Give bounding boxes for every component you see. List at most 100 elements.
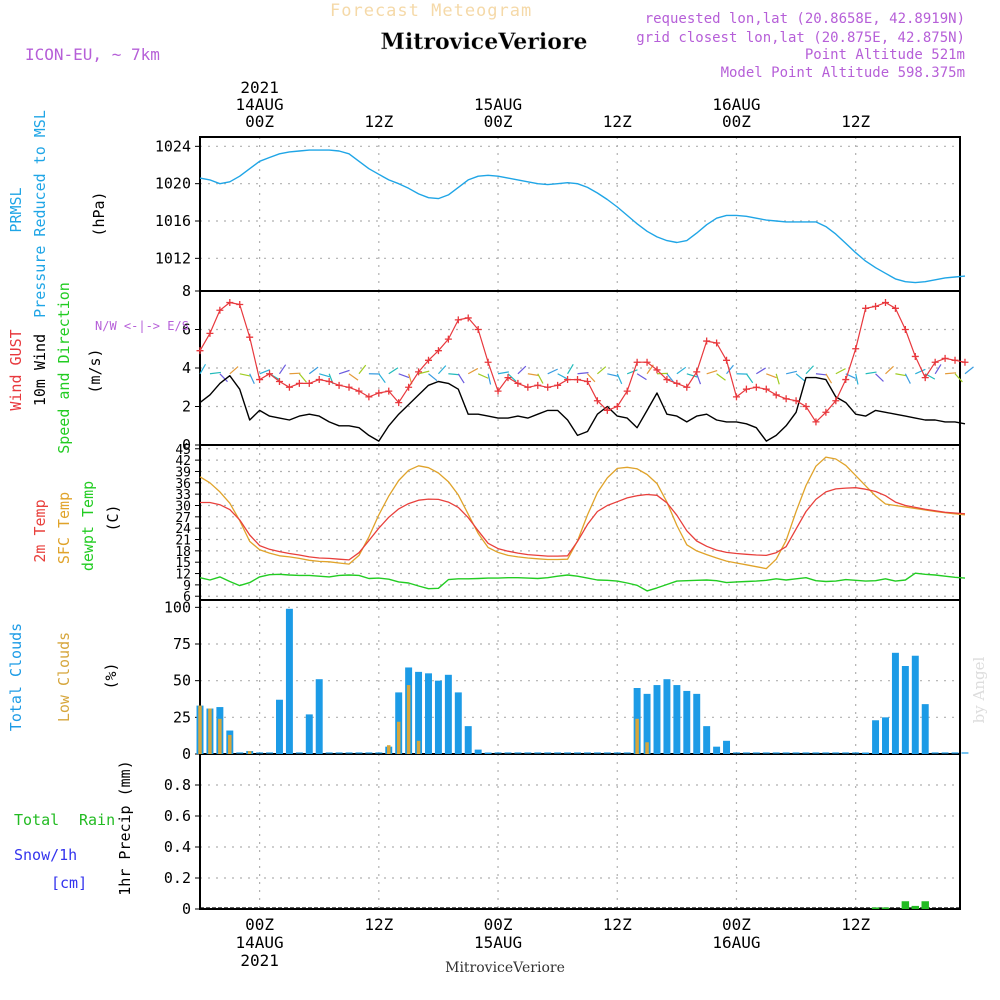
wind-10m-label: 10m Wind: [31, 334, 49, 406]
bottom-time-tick-label: 12Z: [364, 915, 393, 934]
y-tick-label: 1024: [155, 137, 191, 155]
low-clouds-bar: [416, 740, 421, 754]
wind-direction-arrow: [716, 373, 726, 381]
gust-marker: [683, 383, 691, 391]
gust-marker: [921, 374, 929, 382]
wind-units: (m/s): [86, 348, 104, 393]
gust-marker: [703, 337, 711, 345]
total-clouds-bar: [315, 679, 323, 754]
wind-direction-arrow: [587, 373, 596, 383]
wind-direction-arrow: [616, 373, 623, 385]
gust-marker: [216, 306, 224, 314]
low-clouds-bar: [406, 685, 411, 754]
gust-marker: [514, 379, 522, 387]
gust-marker: [504, 374, 512, 382]
precip-legend-snow-units: [cm]: [51, 874, 87, 892]
gust-marker: [693, 368, 701, 376]
gust-marker: [444, 335, 452, 343]
wind-direction-arrow: [686, 373, 698, 378]
total-clouds-bar: [285, 608, 293, 754]
y-tick-label: 45: [175, 443, 191, 458]
y-tick-label: 0: [182, 900, 191, 918]
wind-gust-line: [199, 301, 966, 423]
gust-marker: [315, 376, 323, 384]
gust-marker: [534, 381, 542, 389]
gust-marker: [732, 393, 740, 401]
y-tick-label: 1012: [155, 249, 191, 267]
low-clouds-bar: [387, 745, 391, 754]
gust-marker: [842, 376, 850, 384]
y-tick-label: 4: [182, 359, 191, 377]
wind-direction-arrow: [338, 369, 350, 375]
y-tick-label: 0: [182, 745, 191, 763]
gust-marker: [881, 299, 889, 307]
gust-marker: [454, 316, 462, 324]
compass-legend: N/W <-|-> E/S: [95, 319, 189, 333]
wind-direction-arrow: [596, 366, 607, 375]
total-clouds-bar: [663, 679, 671, 754]
total-clouds-bar: [415, 671, 423, 754]
y-tick-label: 8: [182, 282, 191, 300]
y-tick-label: 50: [173, 672, 191, 690]
y-tick-label: 12: [175, 568, 191, 583]
footer-location: MitroviceVeriore: [445, 960, 565, 976]
gust-marker: [266, 370, 274, 378]
y-tick-label: 24: [175, 522, 191, 537]
wind-direction-arrow: [219, 373, 228, 383]
gust-marker: [564, 376, 572, 384]
wind-direction-arrow: [626, 369, 638, 375]
total-clouds-bar: [891, 652, 899, 754]
wind-direction-arrow: [378, 373, 386, 384]
gust-marker: [544, 383, 552, 391]
gust-marker: [802, 403, 810, 410]
gust-marker: [673, 379, 681, 387]
gust-marker: [345, 383, 353, 391]
gust-marker: [256, 376, 264, 384]
wind-direction-arrow: [428, 373, 438, 382]
gust-marker: [484, 358, 492, 366]
panel-frame: [199, 136, 961, 292]
y-tick-label: 39: [175, 465, 191, 480]
y-tick-label: 6: [182, 321, 191, 339]
precip-axis-label: 1hr Precip (mm): [116, 760, 134, 895]
wind-direction-arrow: [885, 365, 894, 375]
bottom-date-label: 16AUG: [712, 933, 760, 952]
wind-direction-arrow: [507, 373, 517, 382]
wind-speed-line: [199, 375, 966, 442]
wind-direction-arrow: [706, 369, 718, 375]
total-clouds-bar: [276, 699, 283, 754]
wind-direction-arrow: [259, 369, 271, 375]
gust-marker: [742, 385, 750, 393]
y-tick-label: 33: [175, 488, 191, 503]
low-clouds-bar: [198, 705, 202, 754]
y-tick-label: 18: [175, 545, 191, 560]
wind-direction-arrow: [348, 373, 359, 381]
wind-gust-label: Wind GUST: [7, 329, 25, 410]
gust-marker: [961, 358, 969, 366]
total-clouds-bar: [425, 673, 432, 754]
wind-direction-arrow: [358, 364, 367, 375]
total-clouds-bar: [454, 692, 462, 754]
gust-marker: [901, 326, 909, 333]
y-tick-label: 0.4: [164, 838, 191, 856]
temp-dewpt-label: dewpt Temp: [79, 481, 97, 571]
credit-watermark: by Angel: [970, 656, 988, 723]
wind-direction-arrow: [805, 365, 814, 375]
chart-location-title: MitroviceVeriore: [381, 29, 588, 55]
y-tick-label: 21: [175, 534, 191, 549]
low-clouds-bar: [396, 721, 401, 754]
top-time-tick-label: 12Z: [364, 112, 393, 131]
precip-legend-rain: Rain: [79, 811, 115, 829]
dewpt-temp-line: [199, 572, 966, 592]
gust-marker: [583, 377, 591, 385]
y-tick-label: 1016: [155, 212, 191, 230]
gust-marker: [931, 358, 939, 366]
y-tick-label: 100: [164, 598, 191, 616]
gust-marker: [365, 393, 373, 401]
gust-marker: [246, 333, 254, 341]
gust-marker: [275, 377, 283, 385]
top-time-tick-label: 00Z: [245, 112, 274, 131]
temp-sfc-label: SFC Temp: [55, 492, 73, 564]
gust-marker: [593, 397, 601, 405]
wind-direction-arrow: [964, 366, 974, 375]
